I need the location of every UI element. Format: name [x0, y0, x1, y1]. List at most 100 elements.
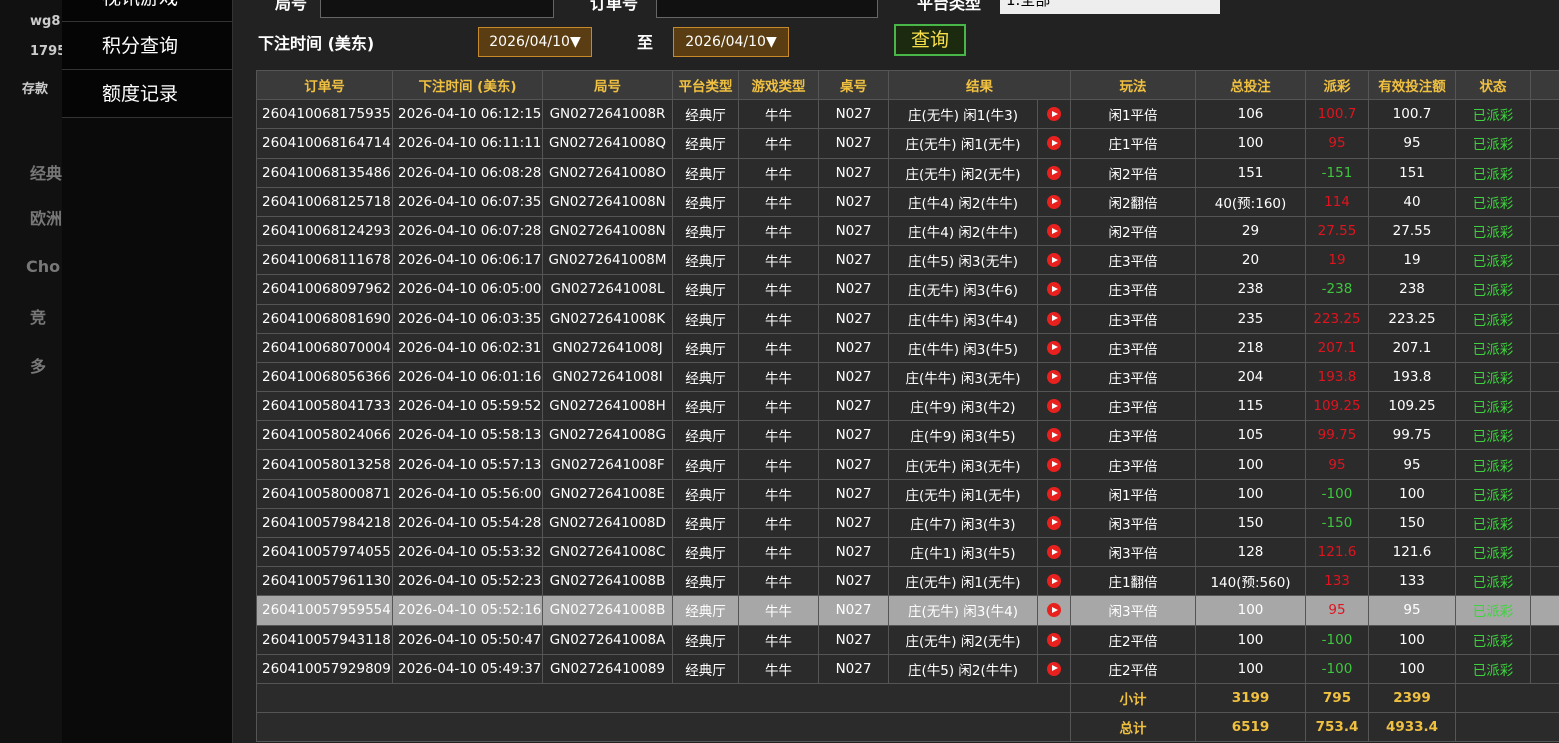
- cell: [1530, 303, 1559, 334]
- table-row[interactable]: 260410068125718 2026-04-10 06:07:35 GN0272…: [256, 186, 1559, 217]
- table-row[interactable]: 260410058013258 2026-04-10 05:57:13 GN0272…: [256, 449, 1559, 480]
- cell: 已派彩: [1455, 99, 1531, 130]
- cell: -100: [1305, 478, 1369, 509]
- cell: 牛牛: [738, 245, 819, 276]
- replay-icon[interactable]: [1047, 165, 1061, 180]
- cell: 闲3平倍: [1070, 507, 1196, 539]
- table-row[interactable]: 260410068097962 2026-04-10 06:05:00 GN0272…: [256, 274, 1559, 305]
- cell: 260410058041733: [256, 391, 393, 422]
- cell: 2026-04-10 06:06:17: [392, 245, 543, 276]
- cell: 99.75: [1368, 420, 1456, 451]
- cell: 庄(无牛) 闲1(无牛): [888, 478, 1038, 509]
- search-button[interactable]: 查询: [894, 24, 966, 56]
- table-row[interactable]: 260410057959554 2026-04-10 05:52:16 GN0272…: [256, 595, 1559, 626]
- cell: N027: [818, 653, 889, 684]
- replay-icon[interactable]: [1047, 486, 1061, 501]
- cell: GN0272641008B: [542, 566, 673, 597]
- cell: 已派彩: [1455, 391, 1531, 422]
- cell: 2026-04-10 06:07:28: [392, 215, 543, 247]
- table-row[interactable]: 260410068111678 2026-04-10 06:06:17 GN0272…: [256, 245, 1559, 276]
- table-row[interactable]: 260410058000871 2026-04-10 05:56:00 GN0272…: [256, 478, 1559, 509]
- cell: 经典厅: [672, 303, 739, 334]
- total-cell: 4933.4: [1368, 712, 1456, 743]
- replay-icon[interactable]: [1047, 136, 1061, 151]
- table-row[interactable]: 260410057929809 2026-04-10 05:49:37 GN0272…: [256, 653, 1559, 684]
- round-input[interactable]: [320, 0, 554, 18]
- cell: 2026-04-10 05:52:16: [392, 595, 543, 626]
- date-to[interactable]: 2026/04/10▼: [673, 27, 789, 57]
- replay-icon[interactable]: [1047, 311, 1061, 326]
- cell: 95: [1368, 595, 1456, 626]
- replay-icon[interactable]: [1047, 224, 1061, 239]
- cell: 20: [1195, 245, 1306, 276]
- table-row[interactable]: 260410068081690 2026-04-10 06:03:35 GN0272…: [256, 303, 1559, 334]
- cell: 100: [1368, 478, 1456, 509]
- replay-icon[interactable]: [1047, 340, 1061, 355]
- replay-icon[interactable]: [1047, 253, 1061, 268]
- table-row[interactable]: 260410057943118 2026-04-10 05:50:47 GN0272…: [256, 624, 1559, 655]
- cell: 105: [1195, 420, 1306, 451]
- cell: 121.6: [1305, 536, 1369, 568]
- total-row: 小计 3199 795 2399: [256, 682, 1559, 714]
- date-from[interactable]: 2026/04/10▼: [478, 27, 592, 57]
- replay-icon[interactable]: [1047, 457, 1061, 472]
- cell: 260410058013258: [256, 449, 393, 480]
- cell: 2026-04-10 05:52:23: [392, 566, 543, 597]
- cell: 已派彩: [1455, 653, 1531, 684]
- total-cell: 6519: [1195, 712, 1306, 743]
- strip-item: 1795: [30, 44, 67, 59]
- cell: 2026-04-10 05:58:13: [392, 420, 543, 451]
- table-row[interactable]: 260410068124293 2026-04-10 06:07:28 GN0272…: [256, 215, 1559, 247]
- replay-icon[interactable]: [1047, 107, 1061, 122]
- column-header: 玩法: [1070, 70, 1196, 101]
- cell: 经典厅: [672, 566, 739, 597]
- table-row[interactable]: 260410058041733 2026-04-10 05:59:52 GN0272…: [256, 391, 1559, 422]
- replay-icon[interactable]: [1047, 661, 1061, 676]
- total-row: 总计 6519 753.4 4933.4: [256, 712, 1559, 743]
- table-row[interactable]: 260410058024066 2026-04-10 05:58:13 GN0272…: [256, 420, 1559, 451]
- cell: 庄2平倍: [1070, 624, 1196, 655]
- replay-icon[interactable]: [1047, 194, 1061, 209]
- cell: GN0272641008D: [542, 507, 673, 539]
- table-row[interactable]: 260410057984218 2026-04-10 05:54:28 GN0272…: [256, 507, 1559, 539]
- table-row[interactable]: 260410068070004 2026-04-10 06:02:31 GN0272…: [256, 332, 1559, 363]
- order-input[interactable]: [656, 0, 878, 18]
- replay-icon[interactable]: [1047, 632, 1061, 647]
- cell: 115: [1195, 391, 1306, 422]
- replay-icon[interactable]: [1047, 282, 1061, 297]
- menu-item[interactable]: 额度记录: [62, 70, 232, 118]
- replay-icon[interactable]: [1047, 603, 1061, 618]
- cell: 经典厅: [672, 391, 739, 422]
- cell: 牛牛: [738, 536, 819, 568]
- cell: GN0272641008F: [542, 449, 673, 480]
- replay-icon[interactable]: [1047, 399, 1061, 414]
- table-row[interactable]: 260410068135486 2026-04-10 06:08:28 GN0272…: [256, 157, 1559, 188]
- replay-icon[interactable]: [1047, 545, 1061, 560]
- cell: [1530, 186, 1559, 217]
- table-row[interactable]: 260410057961130 2026-04-10 05:52:23 GN0272…: [256, 566, 1559, 597]
- table-row[interactable]: 260410057974055 2026-04-10 05:53:32 GN0272…: [256, 536, 1559, 568]
- replay-cell: [1037, 215, 1071, 247]
- replay-icon[interactable]: [1047, 515, 1061, 530]
- menu-item[interactable]: 积分查询: [62, 22, 232, 70]
- platform-label: 平台类型: [917, 0, 982, 13]
- cell: 2026-04-10 06:07:35: [392, 186, 543, 217]
- menu-item[interactable]: 视讯游戏: [62, 0, 232, 22]
- replay-cell: [1037, 478, 1071, 509]
- replay-cell: [1037, 128, 1071, 159]
- cell: N027: [818, 186, 889, 217]
- platform-select[interactable]: 1.全部: [1000, 0, 1220, 14]
- table-row[interactable]: 260410068164714 2026-04-10 06:11:11 GN0272…: [256, 128, 1559, 159]
- cell: 260410068111678: [256, 245, 393, 276]
- replay-icon[interactable]: [1047, 369, 1061, 384]
- replay-cell: [1037, 332, 1071, 363]
- cell: [1530, 595, 1559, 626]
- replay-icon[interactable]: [1047, 428, 1061, 443]
- cell: N027: [818, 507, 889, 539]
- table-row[interactable]: 260410068056366 2026-04-10 06:01:16 GN0272…: [256, 361, 1559, 393]
- cell: 庄2平倍: [1070, 653, 1196, 684]
- table-row[interactable]: 260410068175935 2026-04-10 06:12:15 GN0272…: [256, 99, 1559, 130]
- replay-icon[interactable]: [1047, 574, 1061, 589]
- cell: 经典厅: [672, 449, 739, 480]
